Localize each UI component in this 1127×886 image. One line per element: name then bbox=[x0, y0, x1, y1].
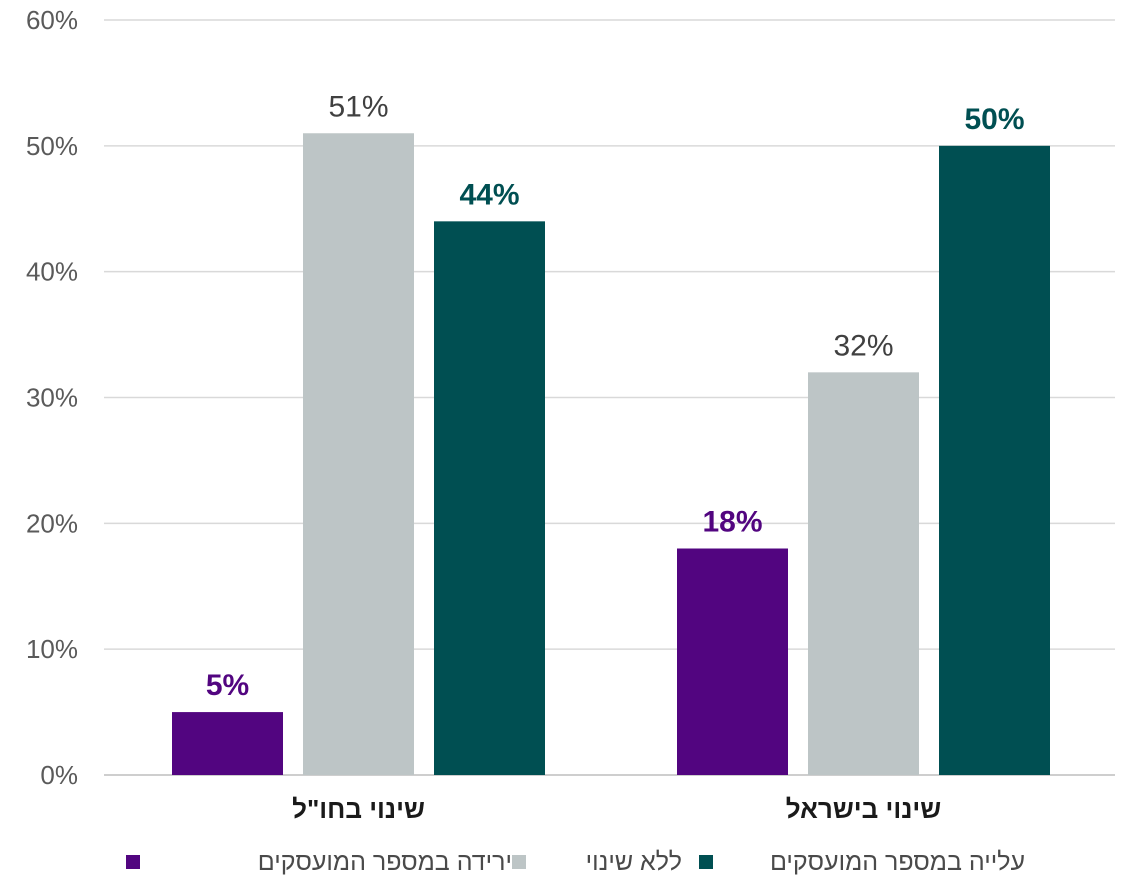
y-tick-label: 50% bbox=[26, 131, 78, 161]
legend-swatch bbox=[699, 855, 713, 869]
bars bbox=[172, 133, 1050, 776]
bar bbox=[434, 221, 545, 776]
category-label: שינוי בישראל bbox=[786, 794, 941, 824]
bar bbox=[303, 133, 414, 775]
legend-label: עלייה במספר המועסקים bbox=[770, 848, 1025, 876]
category-label: שינוי בחו"ל bbox=[292, 794, 425, 824]
bar bbox=[808, 372, 919, 775]
bar bbox=[172, 712, 283, 775]
y-tick-label: 60% bbox=[26, 5, 78, 35]
legend: ירידה במספר המועסקים ללא שינוי עלייה במספר… bbox=[126, 848, 1025, 876]
data-label: 50% bbox=[964, 103, 1024, 136]
data-labels: 5% 51% 44% 18% 32% 50% bbox=[206, 90, 1025, 702]
legend-label: ללא שינוי bbox=[586, 848, 682, 876]
y-tick-label: 10% bbox=[26, 634, 78, 664]
y-tick-label: 0% bbox=[40, 760, 78, 790]
data-label: 44% bbox=[459, 178, 519, 211]
legend-swatch bbox=[512, 855, 526, 869]
y-tick-label: 20% bbox=[26, 508, 78, 538]
bar bbox=[939, 145, 1050, 776]
data-label: 51% bbox=[328, 90, 388, 123]
x-axis: שינוי בחו"ל שינוי בישראל bbox=[292, 794, 941, 824]
data-label: 5% bbox=[206, 669, 249, 702]
data-label: 18% bbox=[702, 506, 762, 539]
legend-label: ירידה במספר המועסקים bbox=[258, 848, 512, 876]
bar bbox=[677, 548, 788, 775]
y-tick-label: 40% bbox=[26, 257, 78, 287]
y-tick-label: 30% bbox=[26, 383, 78, 413]
y-axis: 0% 10% 20% 30% 40% 50% 60% bbox=[26, 5, 78, 790]
gridlines bbox=[104, 19, 1115, 776]
legend-swatch bbox=[126, 855, 140, 869]
data-label: 32% bbox=[833, 329, 893, 362]
